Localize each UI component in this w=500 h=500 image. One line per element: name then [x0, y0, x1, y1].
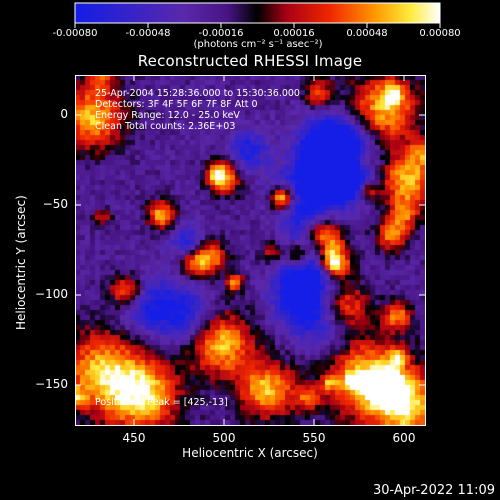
colorbar-tick-label: 0.00016 [273, 28, 315, 39]
info-energy-range: Energy Range: 12.0 - 25.0 keV [95, 110, 240, 121]
image-title: Reconstructed RHESSI Image [137, 52, 363, 70]
colorbar [75, 3, 440, 23]
solar-flux-map [75, 75, 425, 425]
y-tick-label: −150 [35, 377, 68, 391]
y-tick-label: −100 [35, 287, 68, 301]
y-tick-label: −50 [42, 197, 68, 211]
colorbar-tick-label: -0.00016 [198, 28, 244, 39]
x-tick-label: 500 [212, 431, 236, 445]
colorbar-units: (photons cm⁻² s⁻¹ asec⁻²) [193, 39, 323, 50]
info-time-range: 25-Apr-2004 15:28:36.000 to 15:30:36.000 [95, 88, 300, 99]
colorbar-tick-label: 0.00080 [419, 28, 461, 39]
info-peak-position: Position of Peak = [425,-13] [95, 397, 228, 408]
info-detectors: Detectors: 3F 4F 5F 6F 7F 8F Att 0 [95, 99, 258, 110]
x-tick-label: 450 [122, 431, 146, 445]
x-tick-label: 600 [392, 431, 416, 445]
info-algorithm-counts: Clean Total counts: 2.36E+03 [95, 121, 236, 132]
y-tick-label: 0 [60, 107, 68, 121]
colorbar-tick-label: 0.00048 [346, 28, 388, 39]
colorbar-tick-label: -0.00048 [125, 28, 171, 39]
colorbar-tick-label: -0.00080 [52, 28, 98, 39]
x-axis-title: Heliocentric X (arcsec) [182, 446, 318, 460]
timestamp: 30-Apr-2022 11:09 [373, 483, 495, 498]
y-axis-title: Heliocentric Y (arcsec) [14, 195, 28, 330]
x-tick-label: 550 [302, 431, 326, 445]
